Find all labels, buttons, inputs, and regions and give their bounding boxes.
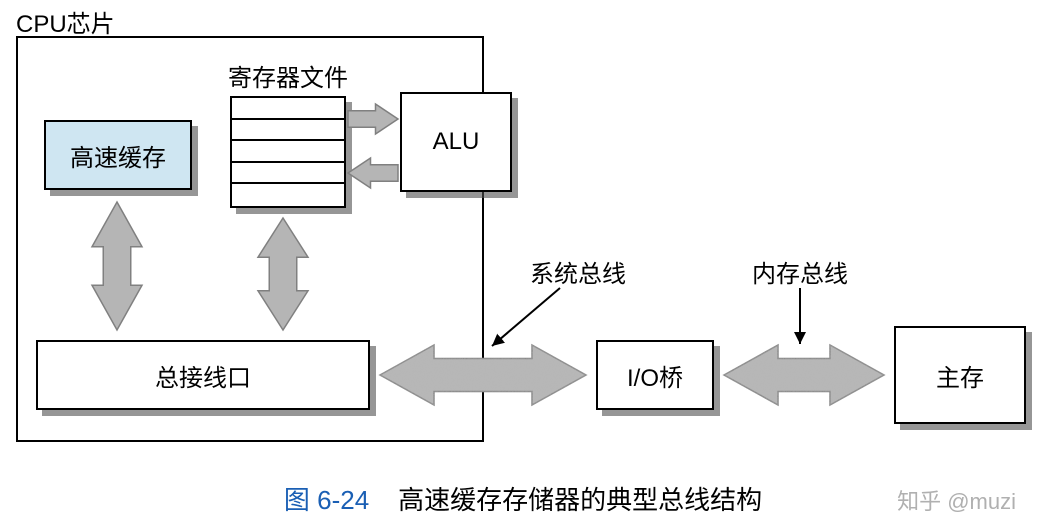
arrow-cache-busif [92,202,142,330]
watermark: 知乎 @muzi [897,484,1016,516]
figure-number: 图 6-24 [284,485,369,515]
system-bus-pointer [492,288,560,346]
figure-title: 高速缓存存储器的典型总线结构 [398,485,762,515]
arrow-reg-alu-top [348,104,398,134]
arrow-io-mem [724,345,884,405]
arrow-busif-io [380,345,586,405]
arrows-layer [0,0,1046,526]
figure-caption: 图 6-24 高速缓存存储器的典型总线结构 [0,480,1046,517]
arrow-reg-alu-bottom [348,158,398,188]
arrow-reg-busif [258,218,308,330]
